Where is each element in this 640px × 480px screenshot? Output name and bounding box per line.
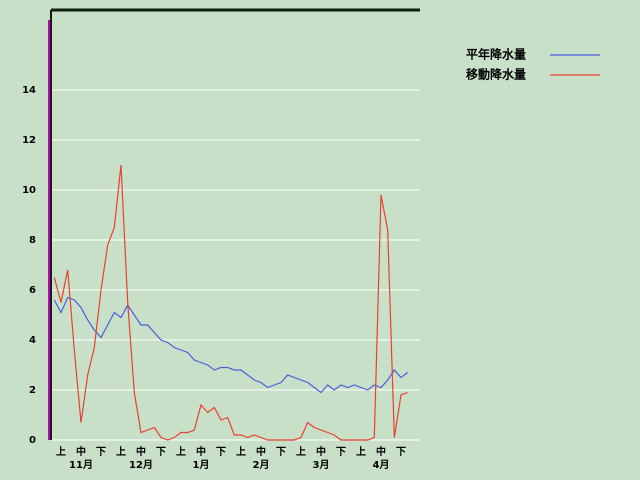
x-tick-label: 上 xyxy=(56,445,66,458)
x-tick-label: 中 xyxy=(376,445,386,458)
y-tick-label: 8 xyxy=(29,235,36,246)
x-tick-label: 上 xyxy=(356,445,366,458)
x-tick-label: 下 xyxy=(276,446,286,458)
legend-label: 平年降水量 xyxy=(466,47,526,62)
x-tick-label: 下 xyxy=(96,446,106,458)
y-tick-label: 4 xyxy=(29,335,36,346)
x-tick-label: 上 xyxy=(236,445,246,458)
series-line xyxy=(53,164,408,441)
x-tick-label: 上 xyxy=(116,445,126,458)
y-tick-label: 12 xyxy=(22,135,36,146)
x-tick-label: 上 xyxy=(176,445,186,458)
y-tick-label: 0 xyxy=(29,435,36,446)
month-label: 4月 xyxy=(373,459,390,471)
x-tick-label: 中 xyxy=(196,445,206,458)
y-tick-label: 6 xyxy=(29,285,36,296)
x-tick-label: 中 xyxy=(76,445,86,458)
x-tick-label: 下 xyxy=(156,446,166,458)
x-tick-label: 中 xyxy=(256,445,266,458)
month-label: 12月 xyxy=(129,459,153,471)
x-tick-label: 中 xyxy=(136,445,146,458)
x-tick-label: 下 xyxy=(336,446,346,458)
legend-label: 移動降水量 xyxy=(466,67,526,82)
plot-bg xyxy=(51,10,420,440)
month-label: 1月 xyxy=(193,459,210,471)
x-tick-label: 上 xyxy=(296,445,306,458)
x-tick-label: 下 xyxy=(396,446,406,458)
y-tick-label: 10 xyxy=(22,185,36,196)
month-label: 11月 xyxy=(69,459,93,471)
month-label: 2月 xyxy=(253,459,270,471)
y-tick-label: 2 xyxy=(29,385,36,396)
y-tick-label: 14 xyxy=(22,85,36,96)
x-tick-label: 下 xyxy=(216,446,226,458)
month-label: 3月 xyxy=(313,459,330,471)
x-tick-label: 中 xyxy=(316,445,326,458)
series-line xyxy=(53,296,409,394)
